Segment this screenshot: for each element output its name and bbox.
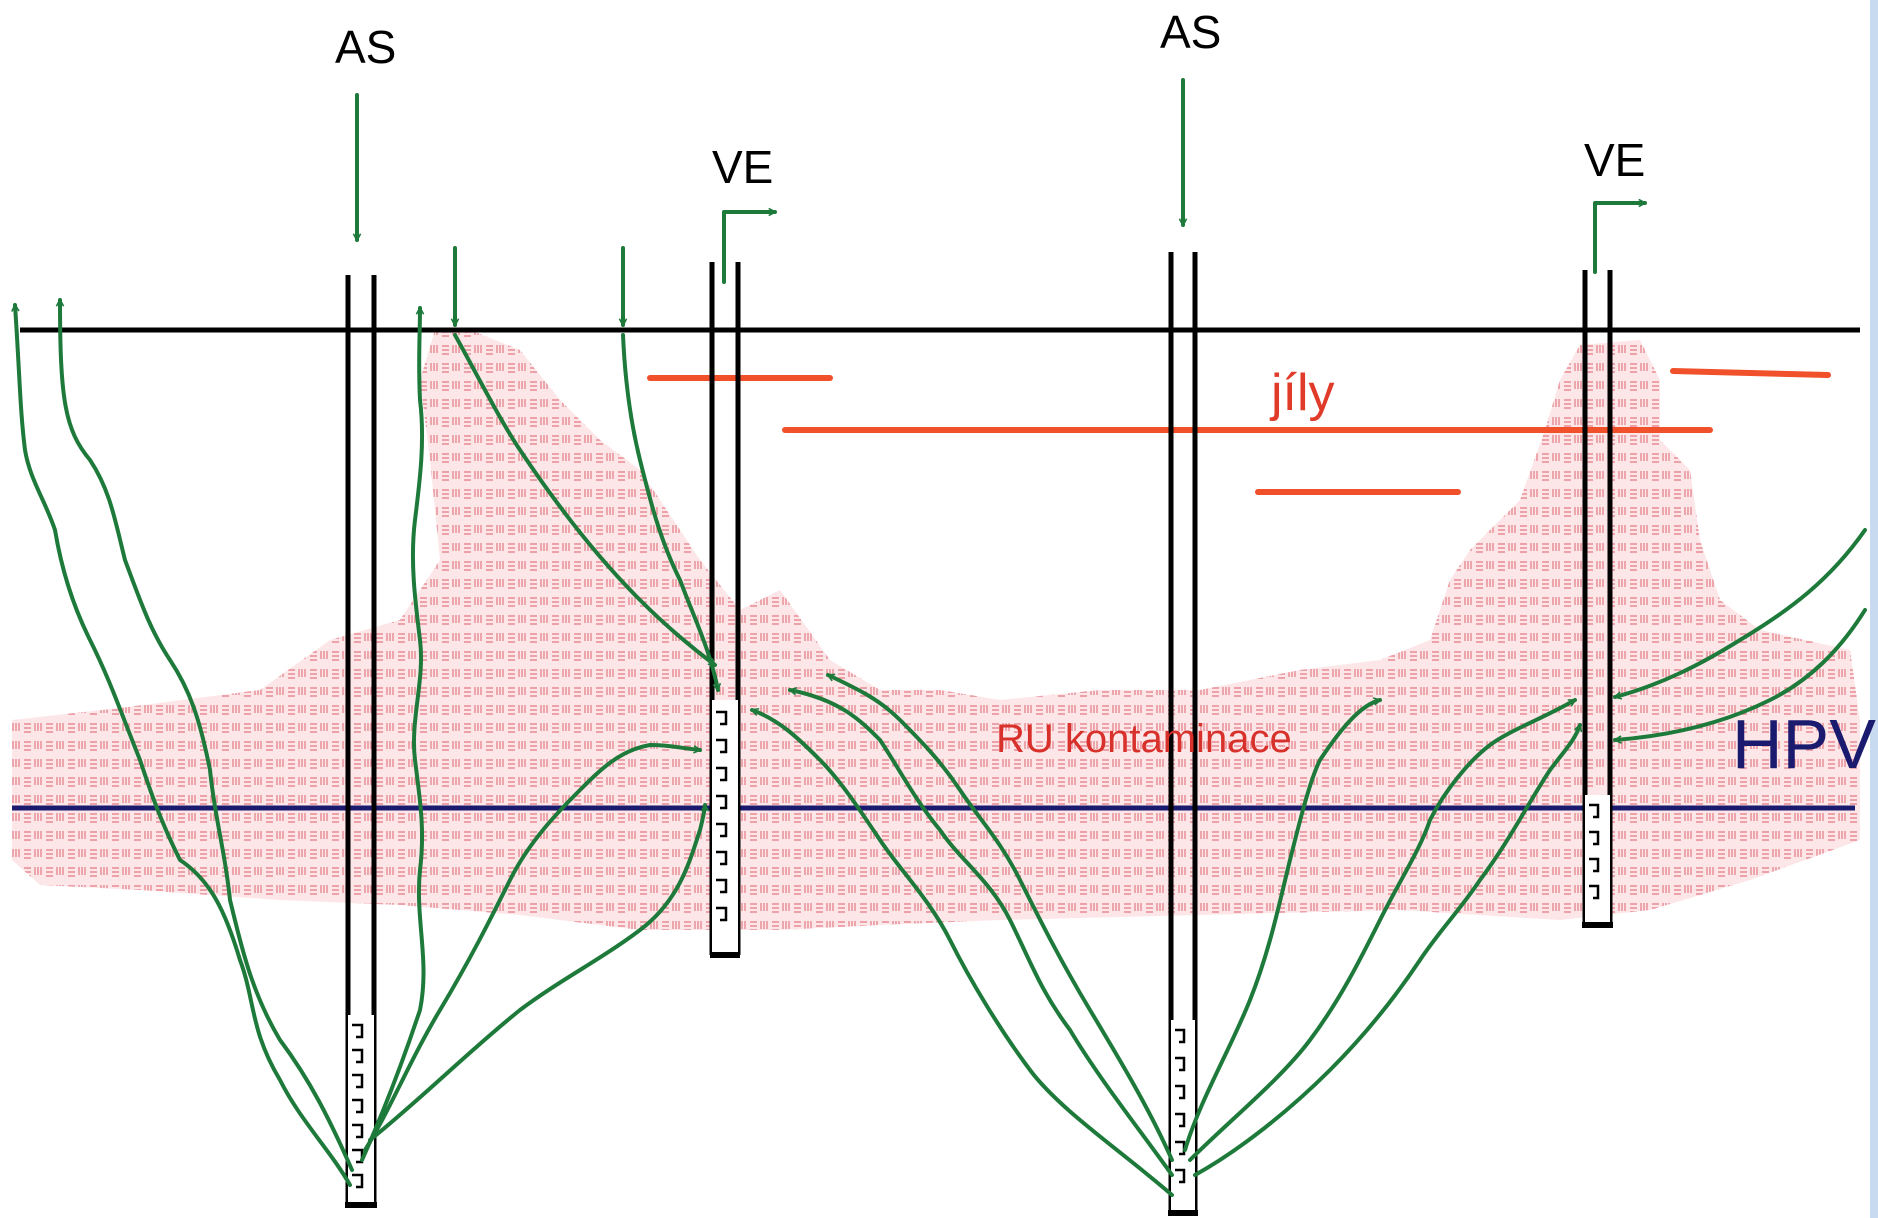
contamination-zone bbox=[12, 330, 1860, 930]
flow-path-2 bbox=[60, 298, 354, 1172]
flow-path-5 bbox=[368, 803, 705, 1142]
as-well-right bbox=[1168, 252, 1198, 1216]
flow-path-13 bbox=[1193, 725, 1580, 1177]
contamination-label: RU kontaminace bbox=[996, 717, 1292, 761]
flow-path-9 bbox=[790, 690, 1174, 1177]
right-edge-band bbox=[1870, 0, 1878, 1218]
as-label-right: AS bbox=[1160, 6, 1221, 58]
flow-path-15 bbox=[1615, 608, 1867, 740]
flow-path-8 bbox=[750, 710, 1174, 1197]
ve-label-right: VE bbox=[1584, 134, 1645, 186]
clay-lens-4 bbox=[1670, 368, 1831, 378]
ve-extraction-arrow-right bbox=[1593, 203, 1647, 274]
as-well-left bbox=[345, 275, 377, 1208]
flow-path-1 bbox=[15, 305, 352, 1187]
ve-extraction-arrow-left bbox=[722, 212, 777, 284]
clay-label: jíly bbox=[1269, 364, 1335, 422]
water-table-label: HPV bbox=[1732, 705, 1876, 783]
ve-well-right bbox=[1582, 270, 1613, 928]
flow-path-6 bbox=[453, 333, 717, 667]
flow-path-3 bbox=[360, 306, 426, 1162]
flow-path-11 bbox=[1183, 700, 1380, 1152]
flow-path-7 bbox=[621, 333, 718, 690]
ve-well-left bbox=[709, 262, 741, 958]
flow-path-14 bbox=[1615, 528, 1867, 697]
as-label-left: AS bbox=[335, 21, 396, 73]
flow-path-4 bbox=[363, 743, 700, 1152]
ve-label-left: VE bbox=[712, 141, 773, 193]
flow-path-10 bbox=[826, 673, 1174, 1162]
flow-path-12 bbox=[1188, 698, 1577, 1162]
